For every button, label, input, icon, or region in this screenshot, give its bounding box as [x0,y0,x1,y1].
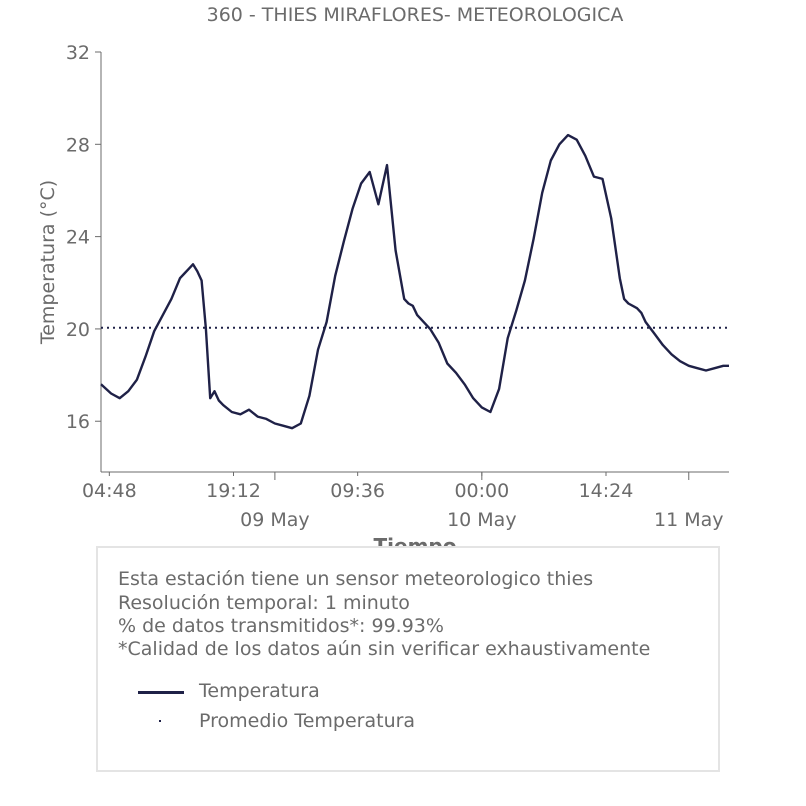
legend-label-promedio: Promedio Temperatura [199,710,416,732]
y-axis-ticks: 16 20 24 28 32 [66,42,101,433]
legend-dotted-swatch [159,720,161,722]
info-legend-box: Esta estación tiene un sensor meteorolog… [96,546,720,772]
legend-label-temperatura: Temperatura [199,680,320,702]
info-quality-text: *Calidad de los datos aún sin verificar … [118,638,651,660]
chart-title: 360 - THIES MIRAFLORES- METEOROLOGICA [207,4,624,26]
y-tick-label: 32 [66,42,90,64]
info-transmitted-text: % de datos transmitidos*: 99.93% [118,615,444,637]
x-axis-ticks: 04:48 19:12 09:36 00:00 14:24 09 May 10 May 11 … [82,472,724,531]
y-tick-label: 24 [66,227,90,249]
x-major-tick-label: 09 May [240,509,310,531]
x-axis-label: Tiempo [374,534,457,546]
info-resolution-text: Resolución temporal: 1 minuto [118,592,410,614]
temperature-chart: 360 - THIES MIRAFLORES- METEOROLOGICA 16… [37,4,729,546]
x-major-tick-label: 11 May [654,509,724,531]
info-sensor-text: Esta estación tiene un sensor meteorolog… [118,568,594,590]
temperature-series-line [100,133,729,430]
y-tick-label: 20 [66,319,90,341]
x-minor-tick-label: 14:24 [579,480,634,502]
y-axis-label: Temperatura (°C) [37,180,59,345]
legend-solid-line-swatch [138,691,184,694]
x-minor-tick-label: 09:36 [330,480,385,502]
x-minor-tick-label: 19:12 [206,480,261,502]
x-minor-tick-label: 04:48 [82,480,137,502]
y-tick-label: 28 [66,134,90,156]
y-tick-label: 16 [66,411,90,433]
x-major-tick-label: 10 May [447,509,517,531]
x-minor-tick-label: 00:00 [454,480,509,502]
